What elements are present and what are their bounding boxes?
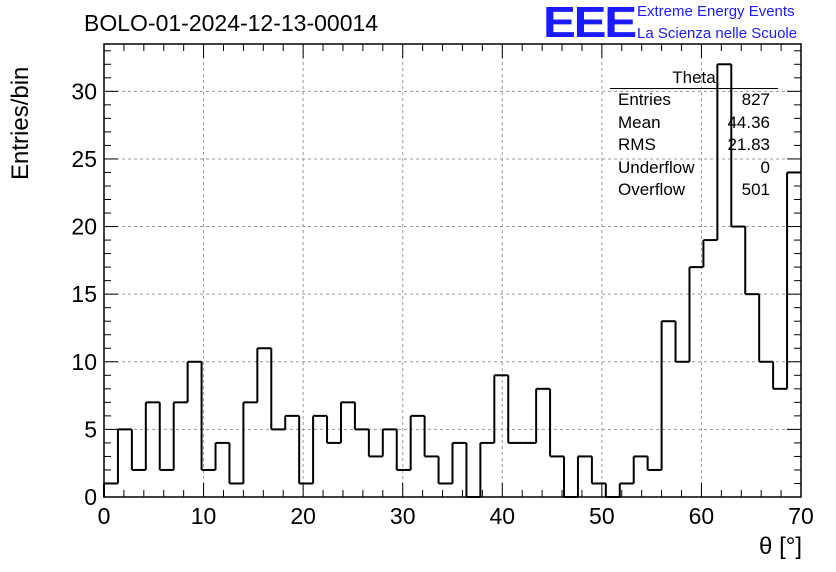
stats-key: Underflow [618,157,695,177]
stats-box: Theta Entries 827 Mean 44.36 RMS 21.83 U… [610,68,778,202]
x-tick-label: 60 [689,503,715,529]
stats-key: RMS [618,135,656,154]
y-tick-label: 20 [71,214,97,240]
stats-divider [610,88,778,89]
y-tick-label: 10 [71,349,97,375]
stats-row-overflow: Overflow 501 [610,179,778,202]
y-axis-label: Entries/bin [7,66,34,180]
x-tick-label: 50 [589,503,615,529]
logo-line-2: La Scienza nelle Scuole [637,25,798,42]
plot-frame [103,43,802,498]
y-tick-label: 25 [71,146,97,172]
stats-value: 21.83 [727,135,770,154]
page-title: BOLO-01-2024-12-13-00014 [84,10,379,36]
stats-value: 827 [741,90,770,109]
stats-row-mean: Mean 44.36 [610,112,778,135]
x-tick-label: 40 [489,503,515,529]
eee-logo: EEE [543,0,637,47]
x-tick-label: 10 [191,503,217,529]
stats-value: 44.36 [727,112,770,132]
y-tick-label: 0 [84,484,97,510]
stats-row-underflow: Underflow 0 [610,157,778,180]
stats-value: 501 [741,180,770,199]
x-tick-label: 30 [390,503,416,529]
x-axis-label: θ [°] [759,533,802,560]
x-tick-label: 20 [290,503,316,529]
x-tick-label: 70 [788,503,814,529]
stats-row-entries: Entries 827 [610,89,778,112]
y-tick-label: 30 [71,78,97,104]
y-tick-label: 15 [71,281,97,307]
x-tick-label: 0 [98,503,111,529]
logo-line-1: Extreme Energy Events [637,3,795,20]
stats-key: Overflow [618,180,686,199]
stats-key: Mean [618,112,661,132]
y-tick-label: 5 [84,416,97,442]
stats-title: Theta [672,68,716,87]
stats-row-rms: RMS 21.83 [610,134,778,157]
stats-value: 0 [760,157,770,177]
stats-key: Entries [618,90,671,109]
